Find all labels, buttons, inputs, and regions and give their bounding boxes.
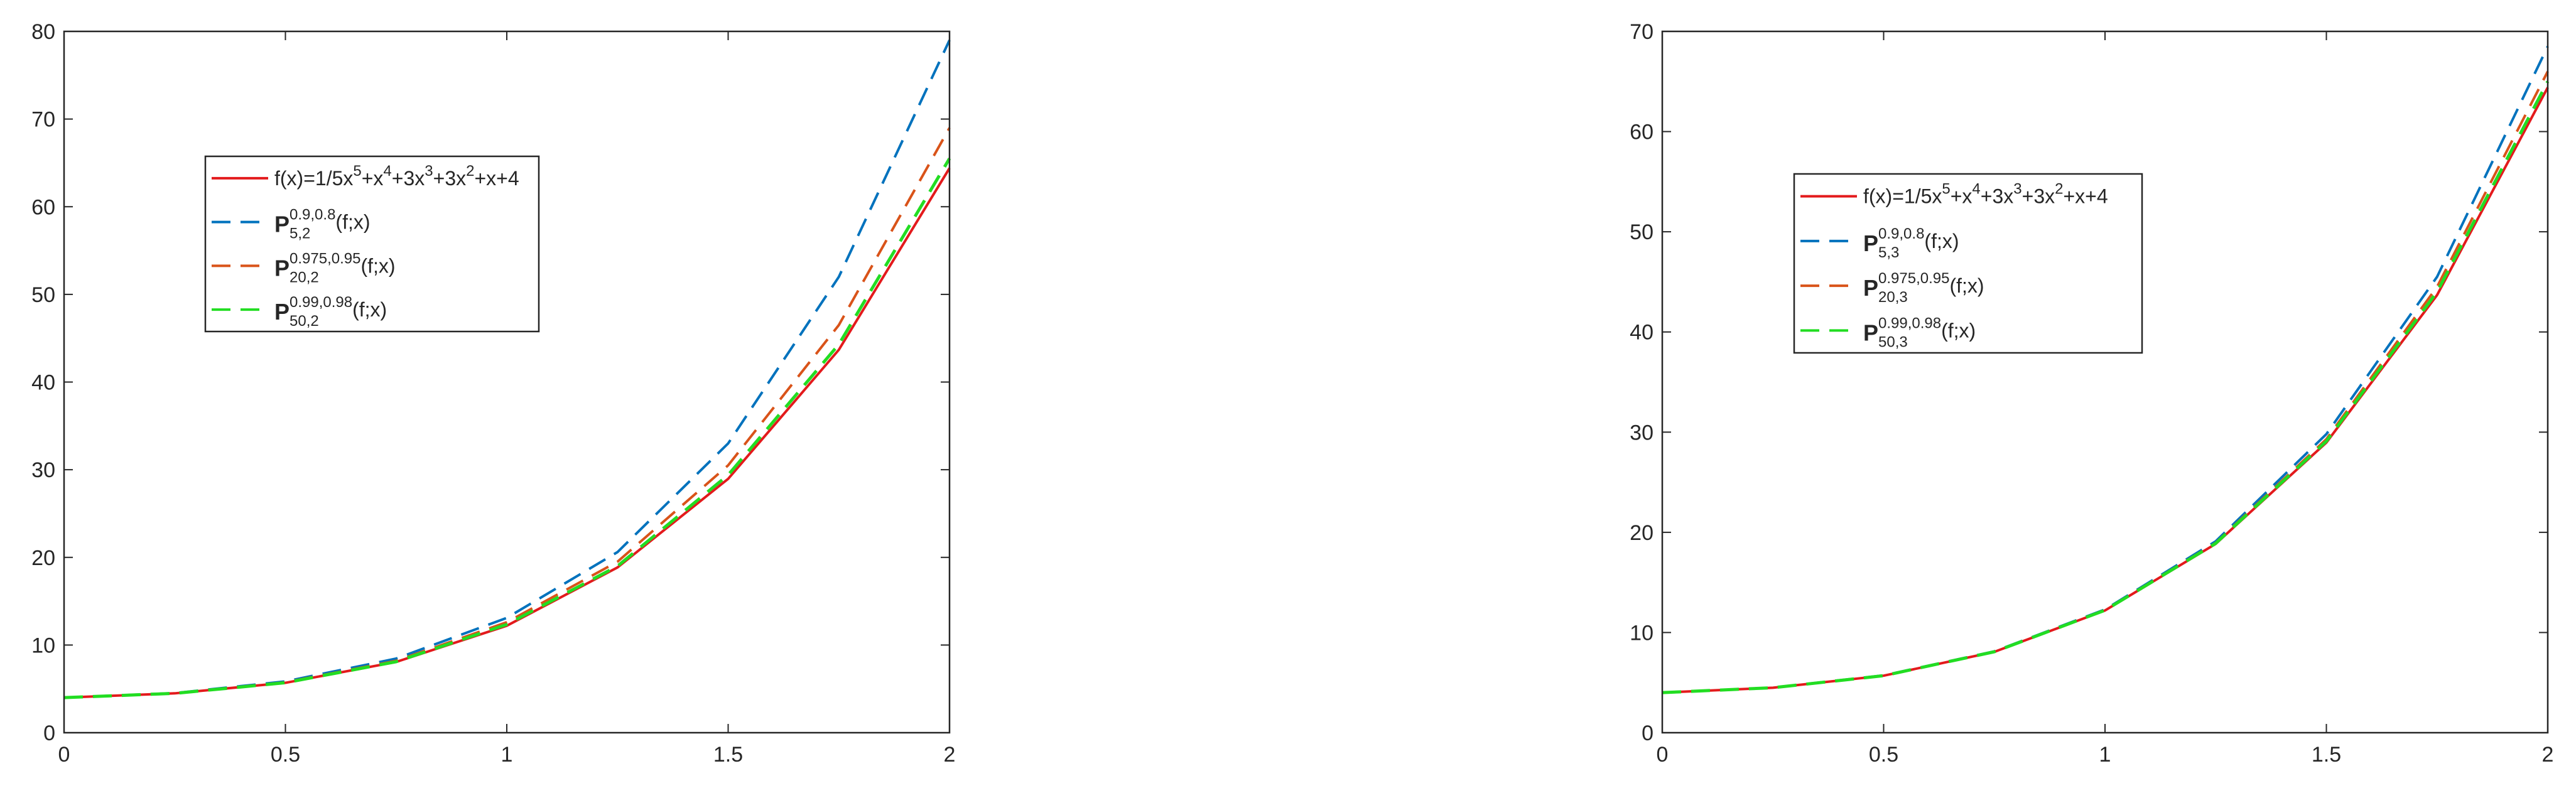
legend-label: 4 (1972, 181, 1980, 198)
legend-label: 4 (383, 163, 391, 180)
y-tick-label: 20 (1630, 521, 1653, 545)
legend-label: P (1863, 275, 1878, 301)
plot-area (1662, 31, 2548, 733)
legend-label: (f;x) (1941, 319, 1976, 342)
legend-label: f(x)=1/5x (274, 167, 353, 190)
x-tick-label: 2 (2542, 743, 2554, 767)
legend-label: P (1863, 320, 1878, 345)
x-tick-label: 0 (1657, 743, 1669, 767)
legend-box (204, 155, 540, 333)
legend-label: +3x (392, 167, 425, 190)
y-tick-label: 40 (1630, 321, 1653, 345)
legend-label: 2 (2055, 181, 2063, 198)
legend-label: 2 (466, 163, 474, 180)
legend-label: 5,3 (1878, 244, 1899, 261)
legend-label: f(x)=1/5x (1863, 185, 1942, 208)
legend-label: +3x (1981, 185, 2013, 208)
legend-label: 20,2 (290, 269, 319, 286)
legend-label: +x (362, 167, 384, 190)
x-tick-label: 1 (2099, 743, 2111, 767)
y-tick-label: 60 (1630, 121, 1653, 144)
y-tick-label: 30 (1630, 421, 1653, 445)
legend-label: 0.975,0.95 (290, 250, 360, 267)
y-tick-label: 10 (1630, 621, 1653, 645)
axes-box (63, 30, 951, 734)
y-tick-label: 60 (31, 195, 55, 219)
y-tick-label: 0 (1642, 721, 1653, 745)
legend-label: 20,3 (1878, 289, 1908, 306)
legend-label: 0.975,0.95 (1878, 270, 1949, 287)
legend-label: 0.9,0.8 (290, 207, 335, 224)
legend-label: (f;x) (335, 211, 370, 234)
y-tick-label: 70 (1630, 20, 1653, 44)
legend-label: 0.9,0.8 (1878, 225, 1924, 242)
legend-label: +x (1951, 185, 1973, 208)
y-tick-label: 20 (31, 546, 55, 570)
legend-label: (f;x) (360, 254, 395, 277)
legend-label: 5 (353, 163, 361, 180)
legend-label: +3x (433, 167, 466, 190)
series-line (1662, 80, 2550, 694)
legend-label: +x+4 (474, 167, 519, 190)
legend-label: (f;x) (1924, 230, 1959, 252)
plot-area (64, 31, 950, 733)
y-tick-label: 10 (31, 634, 55, 657)
series-line (63, 158, 951, 699)
legend-label: P (274, 299, 290, 325)
y-tick-label: 40 (31, 371, 55, 395)
legend-label: 50,2 (290, 313, 319, 330)
legend-label: P (274, 255, 290, 281)
legend-label: +x+4 (2063, 185, 2108, 208)
y-tick-label: 50 (1630, 220, 1653, 244)
legend-box (1793, 173, 2143, 354)
axes-box (1661, 30, 2549, 734)
x-tick-label: 0.5 (271, 743, 300, 767)
y-tick-label: 50 (31, 283, 55, 307)
x-tick-label: 1 (501, 743, 513, 767)
y-tick-label: 80 (31, 20, 55, 44)
legend-label: 3 (425, 163, 433, 180)
y-tick-label: 70 (31, 108, 55, 132)
x-tick-label: 2 (944, 743, 956, 767)
legend-label: (f;x) (1949, 274, 1984, 297)
legend-label: 5 (1942, 181, 1950, 198)
x-tick-label: 1.5 (2312, 743, 2341, 767)
y-tick-label: 0 (43, 721, 55, 745)
legend-label: 0.99,0.98 (290, 294, 352, 311)
legend-label: (f;x) (352, 298, 387, 321)
legend-label: 50,3 (1878, 333, 1908, 350)
x-tick-label: 0 (58, 743, 70, 767)
legend-label: 5,2 (290, 225, 310, 242)
legend-label: P (274, 212, 290, 237)
x-tick-label: 1.5 (713, 743, 743, 767)
legend-label: 3 (2013, 181, 2021, 198)
legend-label: +3x (2022, 185, 2055, 208)
legend-label: 0.99,0.98 (1878, 315, 1941, 332)
legend-label: P (1863, 230, 1878, 256)
y-tick-label: 30 (31, 458, 55, 482)
x-tick-label: 0.5 (1869, 743, 1898, 767)
